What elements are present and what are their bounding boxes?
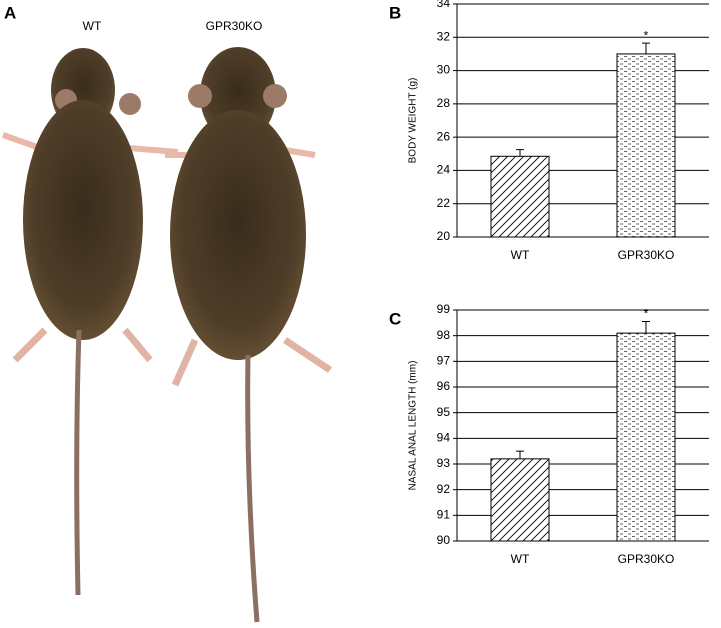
y-axis-title: BODY WEIGHT (g) — [408, 78, 419, 164]
mouse-label: GPR30KO — [206, 19, 263, 33]
significance-marker: * — [644, 28, 649, 42]
y-tick-label: 28 — [437, 96, 451, 110]
y-tick-label: 20 — [437, 229, 451, 243]
mouse-label: WT — [83, 19, 102, 33]
significance-marker: * — [644, 307, 649, 321]
y-tick-label: 90 — [437, 533, 451, 547]
error-bar — [642, 42, 650, 54]
y-axis-title: NASAL ANAL LENGTH (mm) — [408, 361, 419, 491]
y-tick-label: 93 — [437, 456, 451, 470]
y-tick-label: 97 — [437, 354, 451, 368]
y-tick-label: 94 — [437, 431, 451, 445]
bar — [490, 155, 550, 238]
y-tick-label: 24 — [437, 163, 451, 177]
y-tick-label: 98 — [437, 328, 451, 342]
mouse-photos — [2, 47, 332, 623]
bar — [616, 332, 676, 542]
y-tick-label: 92 — [437, 482, 451, 496]
y-tick-label: 30 — [437, 63, 451, 77]
y-tick-label: 34 — [437, 0, 451, 10]
x-tick-label: WT — [511, 552, 530, 566]
bar — [490, 458, 550, 542]
y-tick-label: 99 — [437, 302, 451, 316]
x-tick-label: WT — [511, 248, 530, 262]
bar — [616, 53, 676, 238]
panel-label: B — [389, 3, 401, 22]
y-tick-label: 95 — [437, 405, 451, 419]
error-bar — [516, 149, 524, 157]
mouse-wt — [2, 48, 179, 596]
panel-label: C — [389, 309, 401, 328]
y-tick-label: 96 — [437, 379, 451, 393]
x-tick-label: GPR30KO — [618, 552, 675, 566]
y-tick-label: 26 — [437, 129, 451, 143]
panel-label: A — [4, 3, 16, 22]
mouse-ko — [165, 47, 332, 623]
y-tick-label: 91 — [437, 508, 451, 522]
error-bar — [642, 321, 650, 334]
y-tick-label: 22 — [437, 196, 451, 210]
x-tick-label: GPR30KO — [618, 248, 675, 262]
y-tick-label: 32 — [437, 29, 451, 43]
error-bar — [516, 450, 524, 459]
